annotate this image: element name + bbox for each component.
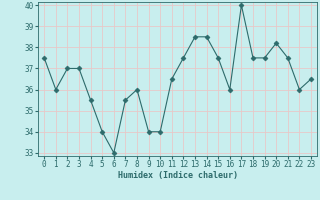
X-axis label: Humidex (Indice chaleur): Humidex (Indice chaleur) [118, 171, 238, 180]
